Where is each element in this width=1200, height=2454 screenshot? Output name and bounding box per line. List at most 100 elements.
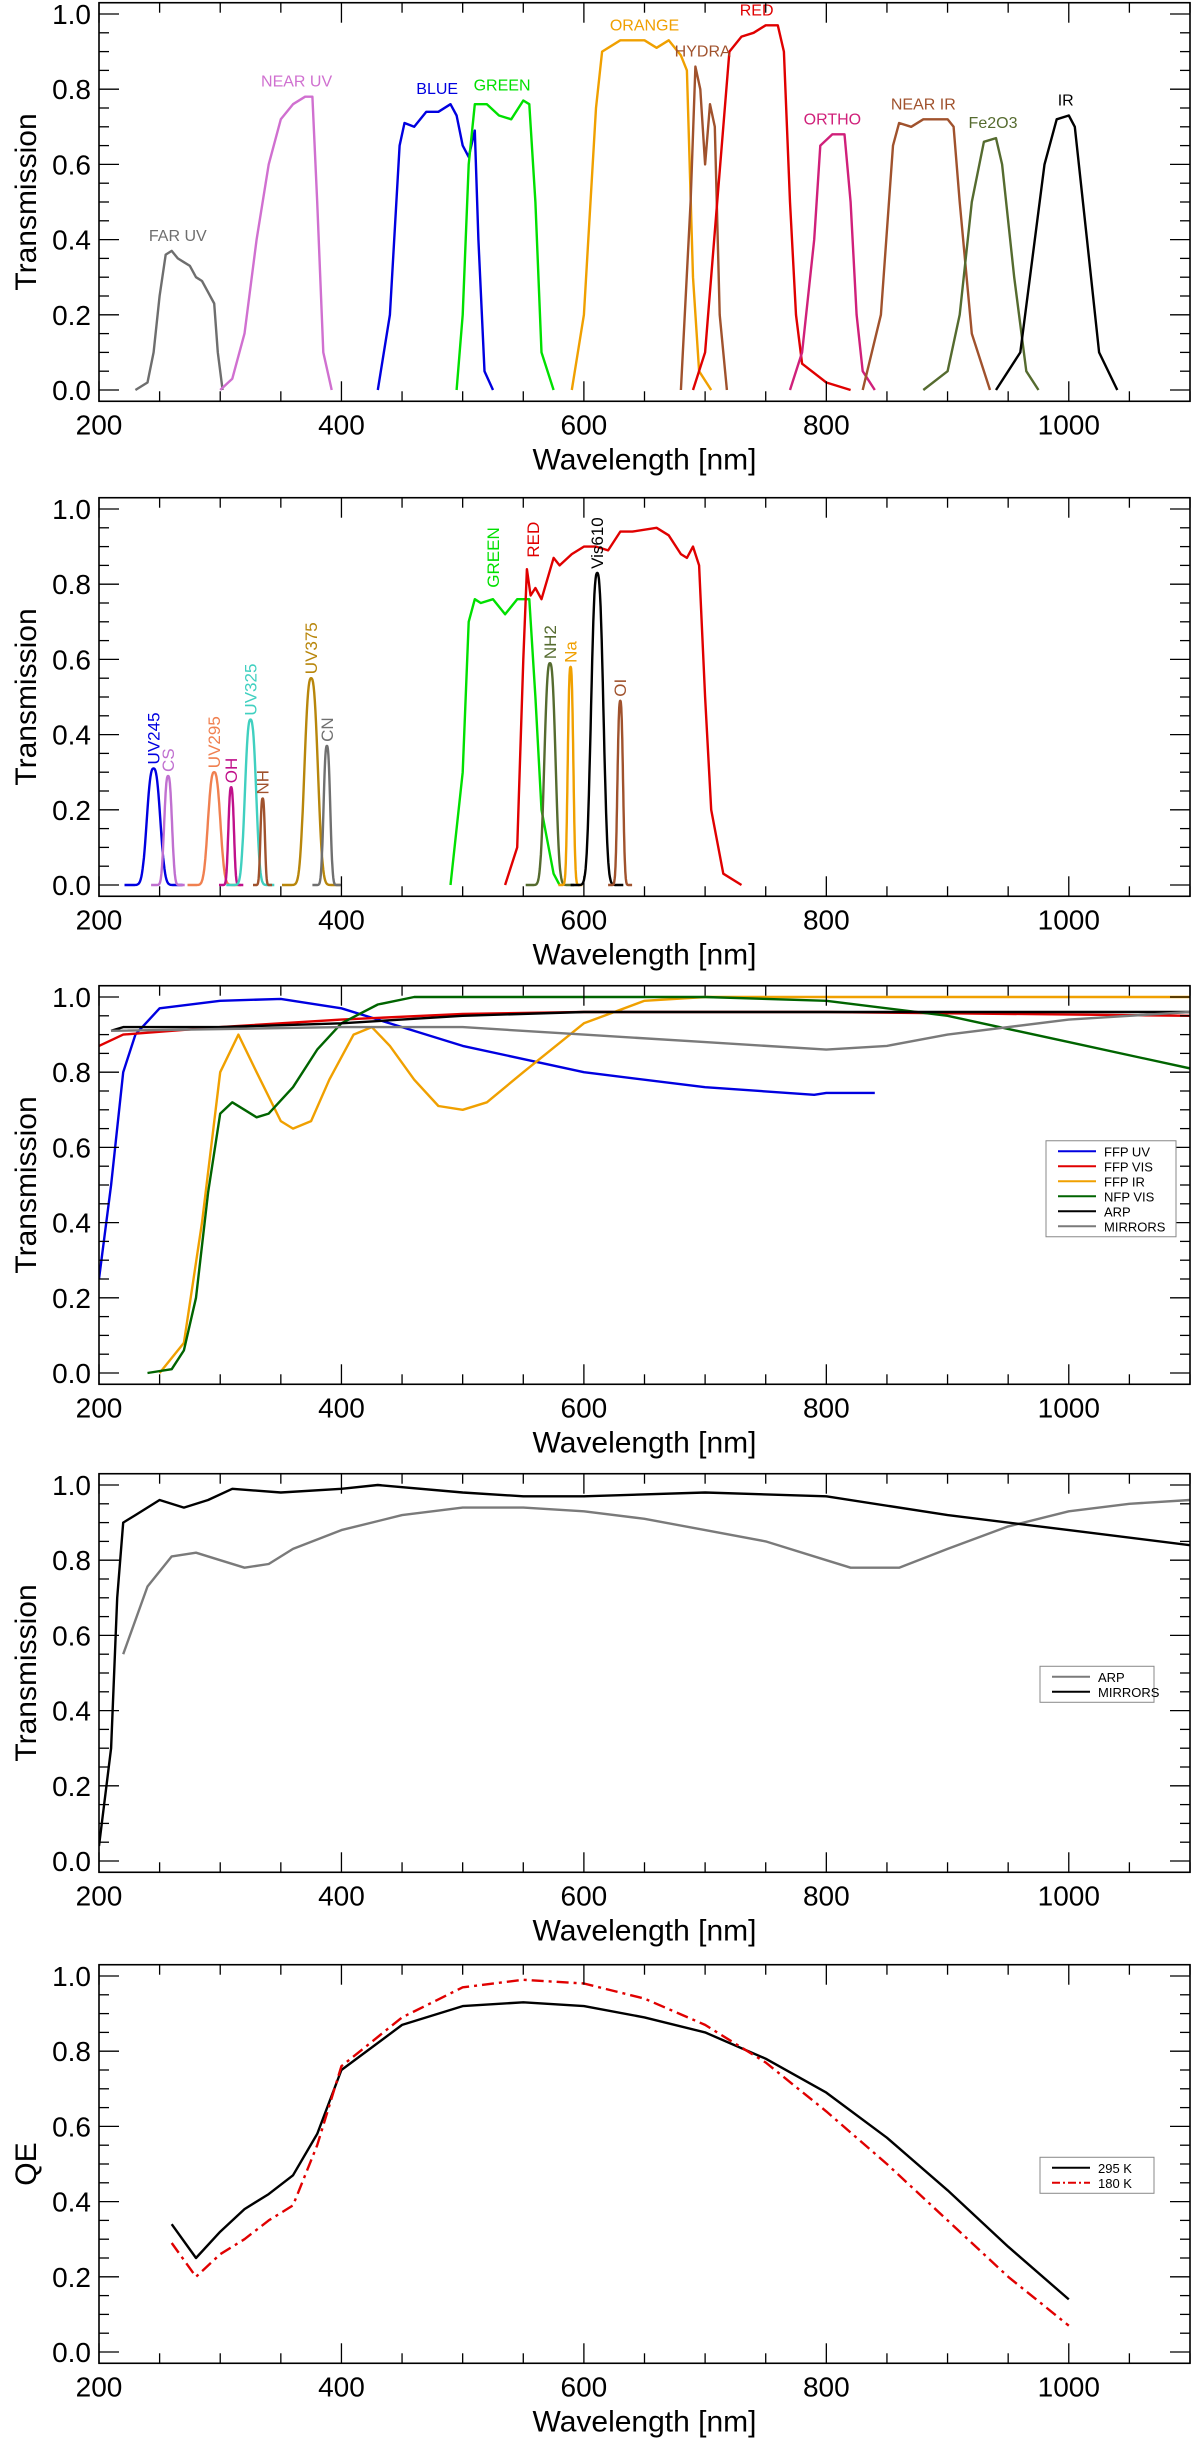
series-line-uv245 (123, 767, 184, 887)
x-tick-label: 1000 (1038, 409, 1100, 440)
y-tick-label: 0.4 (52, 225, 91, 256)
series-group (123, 526, 743, 887)
y-tick-label: 0.4 (52, 2187, 91, 2218)
series-label: CN (318, 717, 337, 742)
y-tick-label: 0.2 (52, 2262, 91, 2293)
chart-panel-5: 200 400 600 800 1000 0.0 0.2 0.4 0.6 0.8 1.0 Wavele… (10, 1962, 1191, 2438)
x-axis-label: Wavelength [nm] (533, 443, 757, 476)
x-tick-label: 200 (76, 904, 123, 935)
series-line-oh (218, 786, 245, 887)
y-tick-label: 0.8 (52, 2036, 91, 2067)
y-axis-label: Transmission (10, 1096, 43, 1273)
x-tick-label: 400 (318, 409, 365, 440)
series-line-arp (110, 1010, 1190, 1032)
x-tick-label: 400 (318, 1392, 365, 1423)
x-tick-label: 800 (803, 2371, 850, 2402)
y-tick-label: 0.0 (52, 2337, 91, 2368)
series-line-fe2o3 (922, 136, 1040, 391)
x-axis-label: Wavelength [nm] (533, 1914, 757, 1947)
y-tick-label: 1.0 (52, 0, 91, 30)
series-line-red (691, 24, 851, 392)
y-tick-label: 1.0 (52, 983, 91, 1013)
chart-panel-1: FAR UV NEAR UV BLUE GREEN ORANGE HYDRA RED ORTH… (10, 0, 1191, 476)
series-label: UV325 (242, 664, 261, 716)
x-tick-label: 400 (318, 904, 365, 935)
y-tick-label: 0.6 (52, 1620, 91, 1651)
y-axis-label: QE (10, 2142, 43, 2185)
series-group (170, 1978, 1070, 2327)
x-tick-label: 1000 (1038, 1880, 1100, 1911)
series-label: NEAR UV (261, 74, 332, 91)
legend-label: FFP UV (1104, 1144, 1150, 1159)
x-tick-label: 1000 (1038, 2371, 1100, 2402)
series-label: NH2 (541, 625, 560, 659)
y-tick-label: 0.0 (52, 1846, 91, 1877)
y-tick-label: 0.4 (52, 1208, 91, 1239)
series-line-red (503, 526, 743, 887)
series-group (99, 995, 1190, 1375)
series-label: GREEN (484, 527, 503, 587)
axes-frame (98, 1963, 1191, 2365)
series-label: HYDRA (675, 44, 731, 61)
series-label: FAR UV (149, 228, 207, 245)
legend-box (1039, 2156, 1155, 2194)
series-label: NH (254, 770, 273, 795)
series-group (134, 24, 1119, 392)
y-axis-label: Transmission (10, 1584, 43, 1761)
legend-label: FFP VIS (1104, 1159, 1153, 1174)
axes-frame (98, 984, 1191, 1386)
series-line-cn (311, 744, 343, 887)
legend-box (1045, 1140, 1177, 1238)
x-tick-label: 800 (803, 1880, 850, 1911)
series-line-na (557, 665, 584, 887)
series-line-nh (252, 797, 274, 887)
series-group (99, 1483, 1190, 1847)
series-line-ir (994, 114, 1119, 391)
series-line-cs (150, 774, 186, 887)
series-line-uv325 (225, 718, 275, 887)
legend-box (1039, 1665, 1155, 1703)
y-axis-label: Transmission (10, 608, 43, 785)
series-line-295-k (170, 2001, 1070, 2301)
series-line-oi (607, 699, 634, 887)
y-tick-label: 0.8 (52, 74, 91, 105)
y-tick-label: 0.4 (52, 1696, 91, 1727)
x-tick-label: 400 (318, 2371, 365, 2402)
y-tick-label: 0.2 (52, 1283, 91, 1314)
series-label: BLUE (416, 81, 458, 98)
series-line-far-uv (134, 249, 224, 392)
x-tick-label: 600 (561, 2371, 608, 2402)
series-label: IR (1058, 93, 1074, 110)
series-label: UV295 (205, 716, 224, 768)
y-tick-label: 0.8 (52, 1545, 91, 1576)
x-tick-label: 600 (561, 1392, 608, 1423)
x-axis-label: Wavelength [nm] (533, 938, 757, 971)
series-label: UV375 (302, 622, 321, 674)
axes-frame (98, 1472, 1191, 1874)
chart-panel-4: 200 400 600 800 1000 0.0 0.2 0.4 0.6 0.8 1.0 Wavele… (10, 1471, 1191, 1947)
series-label: NEAR IR (891, 96, 956, 113)
legend-label: NFP VIS (1104, 1189, 1155, 1204)
x-tick-label: 800 (803, 409, 850, 440)
x-tick-label: 600 (561, 409, 608, 440)
x-tick-label: 400 (318, 1880, 365, 1911)
series-label: ORANGE (610, 17, 679, 34)
x-tick-label: 600 (561, 1880, 608, 1911)
series-line-orange (570, 39, 713, 391)
series-line-ortho (788, 133, 876, 391)
y-tick-label: 0.4 (52, 720, 91, 751)
legend-label: 295 K (1098, 2161, 1132, 2176)
series-label: ORTHO (804, 111, 861, 128)
legend-label: MIRRORS (1098, 1685, 1160, 1700)
series-label: CS (159, 748, 178, 772)
axes-frame (98, 496, 1191, 898)
y-tick-label: 0.0 (52, 375, 91, 406)
y-tick-label: 0.2 (52, 300, 91, 331)
x-tick-label: 200 (76, 1392, 123, 1423)
series-label: RED (740, 2, 774, 19)
y-tick-label: 0.2 (52, 1771, 91, 1802)
series-label: OI (611, 679, 630, 697)
series-line-mirrors (99, 1483, 1190, 1847)
series-label: GREEN (474, 77, 531, 94)
